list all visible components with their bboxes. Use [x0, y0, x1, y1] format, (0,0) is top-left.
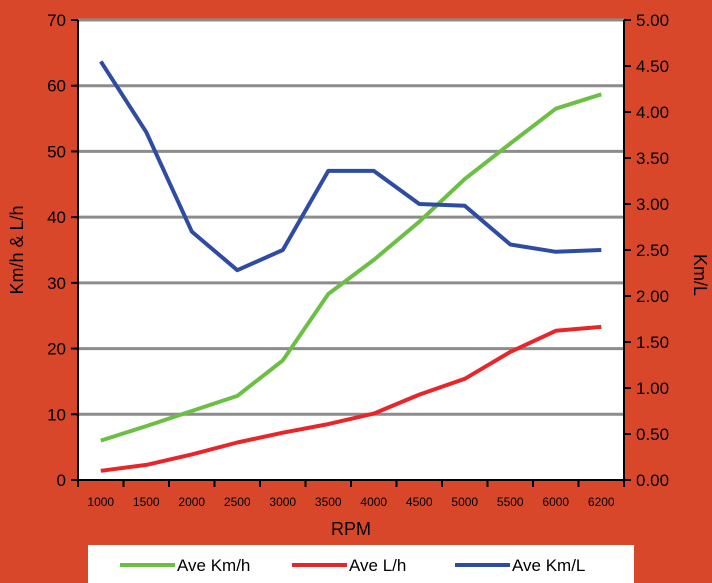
legend-label: Ave Km/h — [177, 556, 250, 575]
right-tick-label: 0.00 — [636, 471, 669, 490]
x-tick-label: 1500 — [133, 495, 160, 509]
x-axis-title: RPM — [331, 519, 371, 539]
right-tick-label: 2.00 — [636, 287, 669, 306]
gridlines — [78, 18, 624, 416]
x-tick-label: 2500 — [224, 495, 251, 509]
right-tick-label: 2.50 — [636, 241, 669, 260]
x-tick-label: 5500 — [497, 495, 524, 509]
right-tick-label: 3.50 — [636, 149, 669, 168]
series-line-ave-km-l — [99, 60, 602, 273]
x-tick-label: 3000 — [269, 495, 296, 509]
legend-label: Ave Km/L — [512, 556, 585, 575]
axes — [71, 19, 631, 487]
x-tick-label: 2000 — [178, 495, 205, 509]
series-line-ave-l-h — [100, 324, 602, 473]
right-tick-label: 4.00 — [636, 103, 669, 122]
x-tick-label: 5000 — [451, 495, 478, 509]
right-tick-label: 0.50 — [636, 425, 669, 444]
series-lines — [99, 60, 602, 473]
right-axis-ticks: 0.00 0.50 1.00 1.50 2.00 2.50 3.00 3.50 4.00 4.50… — [636, 11, 669, 490]
x-tick-label: 1000 — [87, 495, 114, 509]
left-tick-label: 40 — [47, 208, 66, 227]
right-tick-label: 4.50 — [636, 57, 669, 76]
left-tick-label: 30 — [47, 274, 66, 293]
right-y-axis-title: Km/L — [690, 254, 710, 296]
legend — [88, 545, 634, 583]
x-tick-label: 6000 — [542, 495, 569, 509]
x-tick-label: 4500 — [406, 495, 433, 509]
right-tick-label: 5.00 — [636, 11, 669, 30]
x-tick-label: 3500 — [315, 495, 342, 509]
x-tick-label: 6200 — [588, 495, 615, 509]
left-tick-label: 20 — [47, 340, 66, 359]
left-axis-ticks: 0 10 20 30 40 50 60 70 — [47, 11, 66, 490]
x-axis-ticks: 1000 1500 2000 2500 3000 3500 4000 4500 5000 5500… — [87, 495, 615, 509]
x-tick-label: 4000 — [360, 495, 387, 509]
left-tick-label: 10 — [47, 405, 66, 424]
legend-label: Ave L/h — [349, 556, 406, 575]
right-tick-label: 1.50 — [636, 333, 669, 352]
left-tick-label: 50 — [47, 142, 66, 161]
left-tick-label: 0 — [57, 471, 66, 490]
left-tick-label: 60 — [47, 77, 66, 96]
left-tick-label: 70 — [47, 11, 66, 30]
right-tick-label: 1.00 — [636, 379, 669, 398]
legend-items: Ave Km/h Ave L/h Ave Km/L — [120, 556, 585, 575]
left-y-axis-title: Km/h & L/h — [7, 205, 27, 294]
right-tick-label: 3.00 — [636, 195, 669, 214]
series-line-ave-km-h — [100, 92, 602, 443]
